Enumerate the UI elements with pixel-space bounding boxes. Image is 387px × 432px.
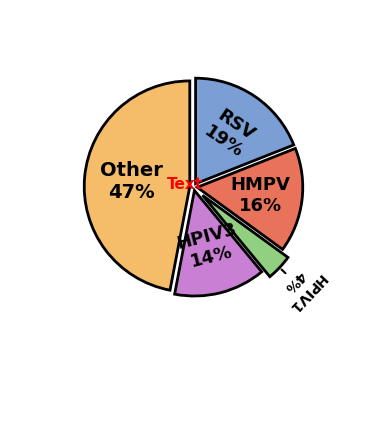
Text: Text: Text <box>166 177 202 192</box>
Text: HMPV
16%: HMPV 16% <box>230 176 290 215</box>
Wedge shape <box>202 195 288 276</box>
Text: Viral causes of LRTI in HCT recipients at the
Fred Hutch (2005-2010): Viral causes of LRTI in HCT recipients a… <box>0 378 387 419</box>
Wedge shape <box>197 149 303 249</box>
Text: HPIV1
4%: HPIV1 4% <box>273 260 328 315</box>
Wedge shape <box>84 81 190 290</box>
Text: RSV
19%: RSV 19% <box>201 105 259 162</box>
Text: HPIV3
14%: HPIV3 14% <box>175 221 243 273</box>
Wedge shape <box>195 78 294 184</box>
Wedge shape <box>175 191 262 296</box>
Text: Other
47%: Other 47% <box>100 162 163 203</box>
